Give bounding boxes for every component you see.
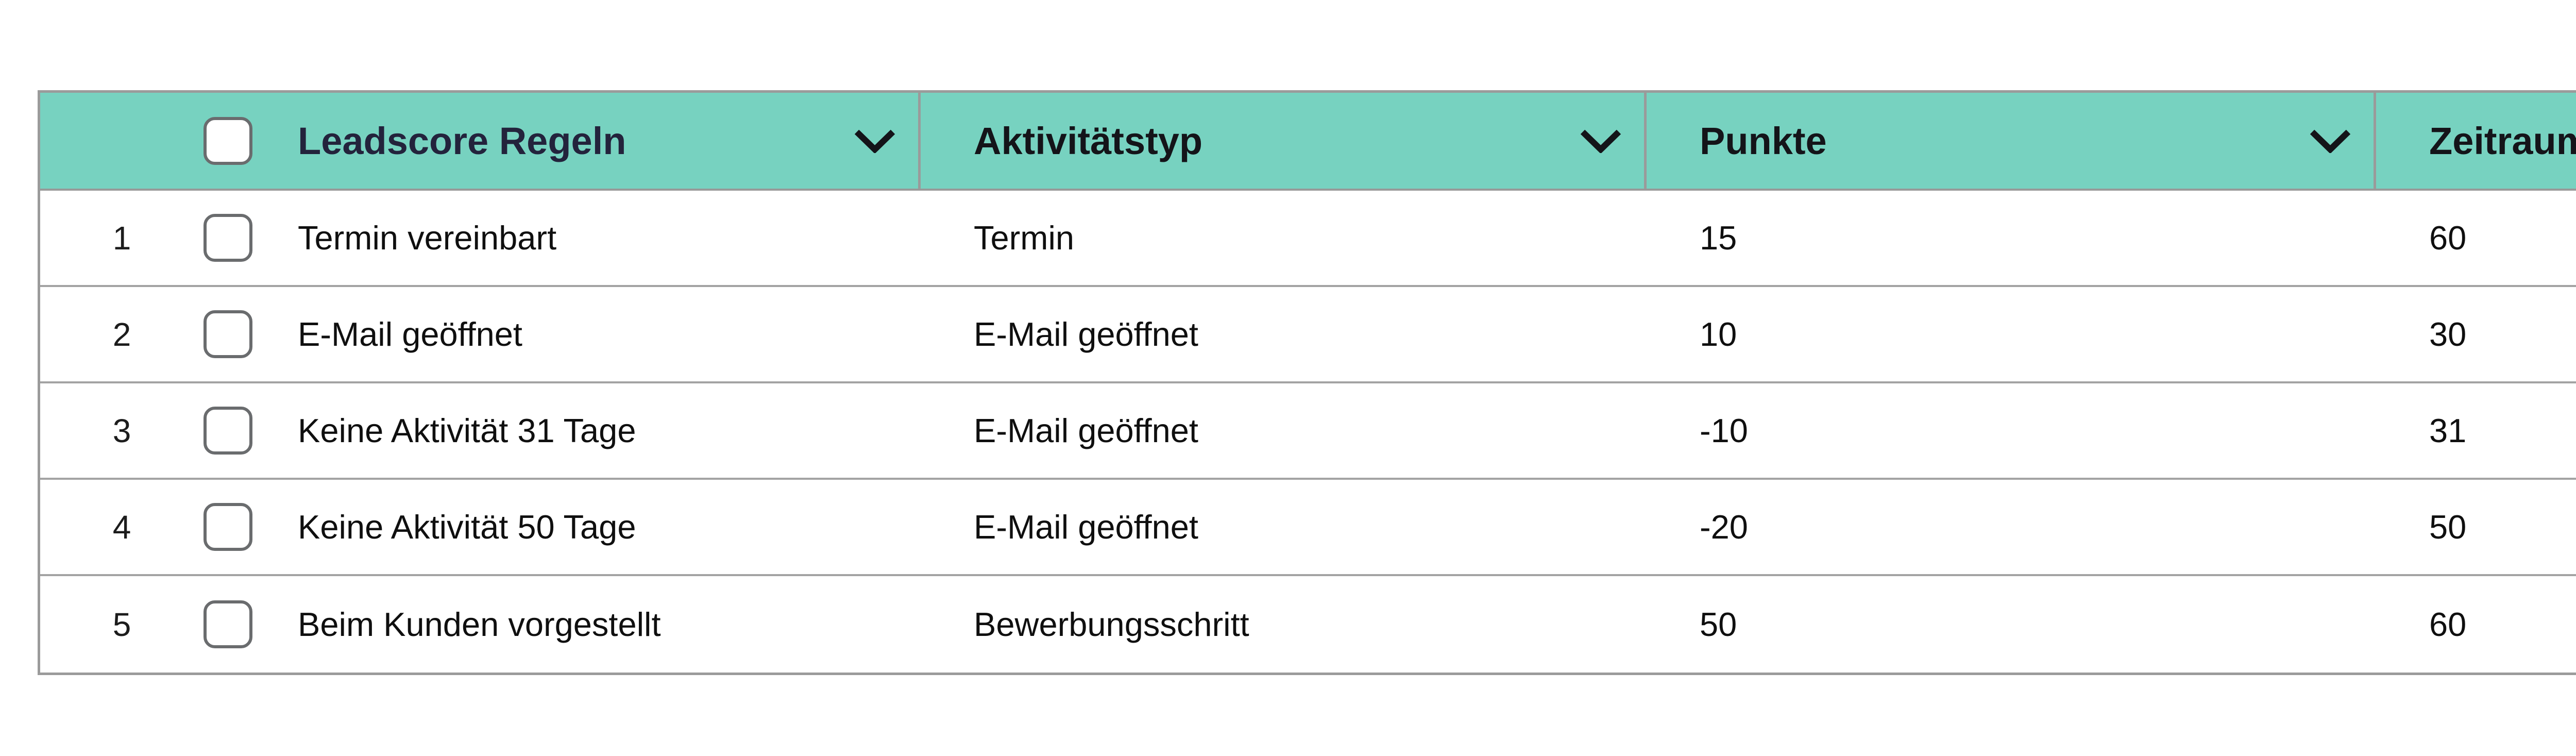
rule-name: Keine Aktivität 31 Tage bbox=[298, 412, 636, 449]
row-checkbox[interactable] bbox=[204, 310, 252, 358]
activity-type: E-Mail geöffnet bbox=[974, 508, 1198, 546]
rule-name: Keine Aktivität 50 Tage bbox=[298, 508, 636, 546]
points-value: 10 bbox=[1700, 315, 1737, 353]
column-label-leadscore-regeln: Leadscore Regeln bbox=[298, 119, 626, 162]
row-number: 5 bbox=[112, 606, 131, 643]
table-row: 3 Keine Aktivität 31 Tage E-Mail geöffne… bbox=[40, 383, 2576, 480]
row-number: 4 bbox=[112, 508, 131, 546]
rule-name: E-Mail geöffnet bbox=[298, 315, 522, 353]
chevron-down-icon[interactable] bbox=[1579, 128, 1622, 153]
points-value: -20 bbox=[1700, 508, 1748, 546]
column-label-zeitraum-in-tagen: Zeitraum in Tagen bbox=[2429, 119, 2576, 162]
chevron-down-icon[interactable] bbox=[853, 128, 896, 153]
header-cell-punkte[interactable]: Punkte bbox=[1647, 93, 2376, 189]
rule-name: Termin vereinbart bbox=[298, 219, 557, 257]
period-days-value: 30 bbox=[2429, 315, 2467, 353]
points-value: 50 bbox=[1700, 606, 1737, 643]
activity-type: Termin bbox=[974, 219, 1075, 257]
row-checkbox[interactable] bbox=[204, 407, 252, 455]
leadscore-rules-table: Leadscore Regeln Aktivitätstyp Punkte Ze… bbox=[38, 90, 2576, 675]
row-number: 2 bbox=[112, 315, 131, 353]
header-cell-leadscore-regeln[interactable]: Leadscore Regeln bbox=[40, 93, 921, 189]
points-value: -10 bbox=[1700, 412, 1748, 449]
chevron-down-icon[interactable] bbox=[2309, 128, 2352, 153]
rule-cell: 3 Keine Aktivität 31 Tage bbox=[40, 383, 921, 478]
rule-cell: 5 Beim Kunden vorgestellt bbox=[40, 576, 921, 673]
column-label-punkte: Punkte bbox=[1700, 119, 1827, 162]
period-days-value: 50 bbox=[2429, 508, 2467, 546]
activity-type: E-Mail geöffnet bbox=[974, 315, 1198, 353]
row-checkbox[interactable] bbox=[204, 503, 252, 551]
rule-cell: 1 Termin vereinbart bbox=[40, 191, 921, 285]
period-days-value: 31 bbox=[2429, 412, 2467, 449]
rule-name: Beim Kunden vorgestellt bbox=[298, 606, 661, 643]
row-number: 3 bbox=[112, 412, 131, 449]
period-days-value: 60 bbox=[2429, 219, 2467, 257]
header-cell-aktivitaetstyp[interactable]: Aktivitätstyp bbox=[921, 93, 1647, 189]
points-value: 15 bbox=[1700, 219, 1737, 257]
row-checkbox[interactable] bbox=[204, 214, 252, 262]
select-all-checkbox[interactable] bbox=[204, 116, 252, 165]
table-row: 1 Termin vereinbart Termin 15 60 bbox=[40, 191, 2576, 287]
table-row: 5 Beim Kunden vorgestellt Bewerbungsschr… bbox=[40, 576, 2576, 673]
activity-type: Bewerbungsschritt bbox=[974, 606, 1249, 643]
table-header-row: Leadscore Regeln Aktivitätstyp Punkte Ze… bbox=[40, 93, 2576, 191]
rule-cell: 4 Keine Aktivität 50 Tage bbox=[40, 480, 921, 574]
table-row: 2 E-Mail geöffnet E-Mail geöffnet 10 30 bbox=[40, 287, 2576, 383]
rule-cell: 2 E-Mail geöffnet bbox=[40, 287, 921, 381]
header-cell-zeitraum-in-tagen[interactable]: Zeitraum in Tagen bbox=[2376, 93, 2576, 189]
row-number: 1 bbox=[112, 219, 131, 257]
activity-type: E-Mail geöffnet bbox=[974, 412, 1198, 449]
column-label-aktivitaetstyp: Aktivitätstyp bbox=[974, 119, 1203, 162]
table-row: 4 Keine Aktivität 50 Tage E-Mail geöffne… bbox=[40, 480, 2576, 576]
period-days-value: 60 bbox=[2429, 606, 2467, 643]
row-checkbox[interactable] bbox=[204, 600, 252, 648]
